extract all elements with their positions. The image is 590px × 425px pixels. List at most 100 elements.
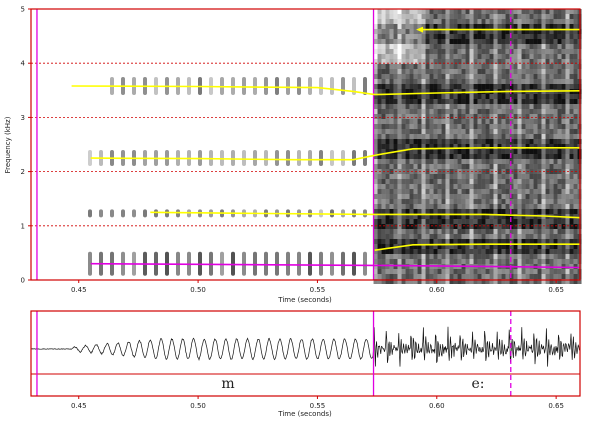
energy-cell	[473, 109, 478, 114]
energy-cell	[509, 24, 514, 29]
energy-cell	[445, 54, 450, 59]
energy-cell	[513, 229, 518, 234]
energy-cell	[533, 199, 538, 204]
energy-cell	[433, 59, 438, 64]
energy-cell	[481, 234, 486, 239]
energy-cell	[425, 124, 430, 129]
energy-cell	[421, 194, 426, 199]
energy-cell	[477, 79, 482, 84]
energy-cell	[417, 159, 422, 164]
energy-cell	[489, 19, 494, 24]
energy-cell	[429, 14, 434, 19]
energy-cell	[537, 49, 542, 54]
energy-cell	[429, 49, 434, 54]
energy-cell	[525, 144, 530, 149]
energy-cell	[533, 164, 538, 169]
energy-cell	[433, 219, 438, 224]
energy-cell	[489, 44, 494, 49]
energy-cell	[545, 254, 550, 259]
energy-cell	[561, 204, 566, 209]
energy-cell	[457, 24, 462, 29]
energy-cell	[521, 74, 526, 79]
energy-cell	[469, 239, 474, 244]
energy-cell	[397, 184, 402, 189]
energy-cell	[457, 149, 462, 154]
energy-cell	[553, 189, 558, 194]
energy-cell	[561, 154, 566, 159]
energy-cell	[557, 69, 562, 74]
energy-cell	[533, 134, 538, 139]
energy-cell	[513, 259, 518, 264]
energy-cell	[553, 249, 558, 254]
energy-cell	[401, 39, 406, 44]
energy-cell	[373, 144, 378, 149]
energy-cell	[401, 189, 406, 194]
energy-cell	[457, 229, 462, 234]
x-tick-label: 0.60	[429, 402, 445, 410]
energy-cell	[489, 74, 494, 79]
energy-cell	[385, 234, 390, 239]
energy-cell	[433, 9, 438, 14]
energy-cell	[417, 219, 422, 224]
energy-cell	[465, 14, 470, 19]
energy-cell	[461, 279, 466, 284]
energy-cell	[421, 74, 426, 79]
energy-cell	[473, 114, 478, 119]
energy-cell	[461, 44, 466, 49]
energy-cell	[373, 249, 378, 254]
energy-cell	[437, 159, 442, 164]
energy-cell	[493, 34, 498, 39]
energy-cell	[537, 139, 542, 144]
energy-cell	[505, 14, 510, 19]
energy-cell	[413, 114, 418, 119]
energy-cell	[553, 114, 558, 119]
energy-cell	[457, 179, 462, 184]
energy-cell	[405, 39, 410, 44]
energy-cell	[373, 69, 378, 74]
energy-cell	[417, 29, 422, 34]
energy-cell	[513, 79, 518, 84]
energy-cell	[405, 104, 410, 109]
energy-cell	[481, 249, 486, 254]
energy-cell	[437, 109, 442, 114]
energy-striation	[242, 251, 246, 276]
energy-cell	[573, 104, 578, 109]
energy-cell	[425, 134, 430, 139]
energy-cell	[437, 194, 442, 199]
energy-cell	[413, 89, 418, 94]
energy-cell	[401, 154, 406, 159]
energy-cell	[481, 239, 486, 244]
energy-cell	[513, 19, 518, 24]
energy-cell	[417, 184, 422, 189]
energy-cell	[517, 94, 522, 99]
energy-cell	[473, 269, 478, 274]
energy-cell	[561, 69, 566, 74]
energy-cell	[429, 144, 434, 149]
energy-cell	[485, 214, 490, 219]
energy-cell	[449, 9, 454, 14]
energy-cell	[525, 114, 530, 119]
energy-cell	[569, 184, 574, 189]
energy-cell	[405, 234, 410, 239]
energy-cell	[425, 184, 430, 189]
energy-cell	[437, 189, 442, 194]
energy-cell	[441, 244, 446, 249]
energy-cell	[569, 64, 574, 69]
energy-cell	[437, 214, 442, 219]
energy-cell	[405, 84, 410, 89]
energy-cell	[449, 144, 454, 149]
energy-cell	[485, 229, 490, 234]
energy-cell	[377, 259, 382, 264]
energy-cell	[437, 74, 442, 79]
energy-cell	[553, 29, 558, 34]
energy-cell	[473, 59, 478, 64]
energy-cell	[405, 264, 410, 269]
energy-cell	[525, 29, 530, 34]
energy-cell	[413, 14, 418, 19]
energy-cell	[465, 44, 470, 49]
energy-cell	[529, 84, 534, 89]
energy-cell	[505, 129, 510, 134]
energy-cell	[465, 124, 470, 129]
energy-cell	[381, 219, 386, 224]
energy-cell	[421, 54, 426, 59]
